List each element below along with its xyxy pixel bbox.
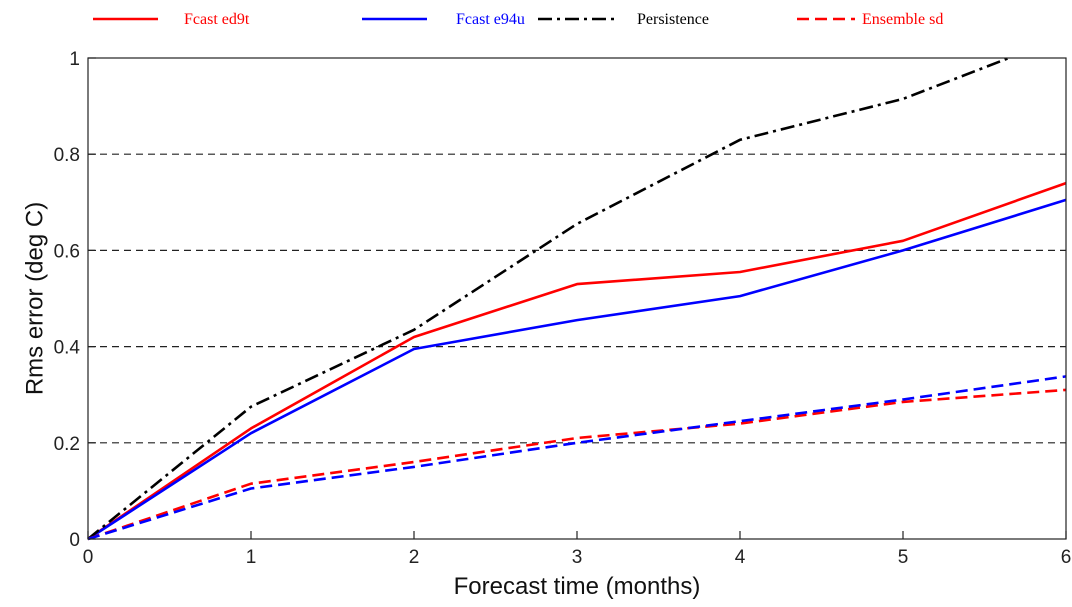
- x-tick-label: 2: [409, 547, 420, 568]
- y-tick-label: 1: [69, 49, 80, 70]
- x-tick-label: 3: [572, 547, 583, 568]
- y-tick-label: 0.4: [54, 338, 81, 359]
- series-line: [87, 198, 1067, 541]
- plot-frame: [87, 57, 1067, 540]
- y-axis-label: Rms error (deg C): [21, 202, 48, 395]
- series-line: [87, 56, 1010, 541]
- legend-label: Fcast e94u: [456, 11, 525, 28]
- legend-label: Persistence: [637, 11, 709, 28]
- y-tick-label: 0.8: [54, 145, 80, 166]
- x-tick-label: 0: [83, 547, 94, 568]
- series-line: [87, 375, 1067, 541]
- series-layer: [87, 56, 1067, 541]
- legend-label: Fcast ed9t: [184, 11, 250, 28]
- x-tick-label: 6: [1061, 547, 1072, 568]
- y-tick-label: 0: [69, 530, 80, 551]
- series-line: [87, 181, 1067, 541]
- y-tick-label: 0.2: [54, 434, 80, 455]
- x-tick-label: 5: [898, 547, 909, 568]
- gridlines: [88, 153, 1066, 444]
- x-axis-label: Forecast time (months): [454, 573, 701, 600]
- series-line: [87, 388, 1067, 541]
- legend: Fcast ed9t Fcast e94u Persistence Ensemble …: [93, 11, 943, 28]
- x-tick-label: 4: [735, 547, 746, 568]
- x-axis: 0 1 2 3 4 5 6: [83, 531, 1072, 568]
- y-tick-label: 0.6: [54, 241, 80, 262]
- x-tick-label: 1: [246, 547, 257, 568]
- legend-label: Ensemble sd: [862, 11, 943, 28]
- y-axis: 0 0.2 0.4 0.6 0.8 1: [54, 49, 96, 551]
